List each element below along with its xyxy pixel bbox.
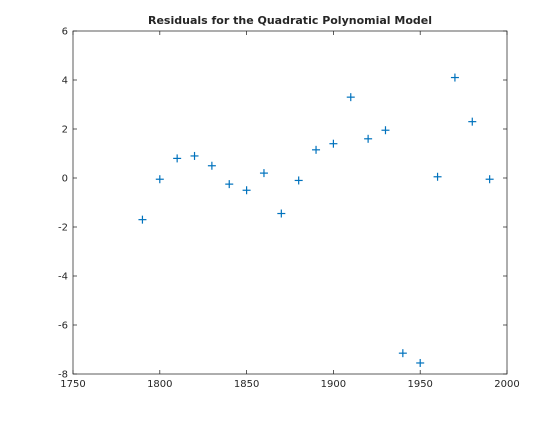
data-point [468, 117, 477, 126]
y-tick-label: 6 [62, 27, 68, 38]
data-point [155, 175, 164, 184]
x-tick-label: 1900 [321, 379, 346, 390]
x-tick-label: 1950 [407, 379, 432, 390]
data-point [346, 93, 355, 102]
data-point [312, 145, 321, 154]
data-point [242, 186, 251, 195]
data-point [207, 161, 216, 170]
x-tick-label: 2000 [494, 379, 519, 390]
y-tick-label: 4 [62, 76, 68, 87]
x-tick-label: 1850 [234, 379, 259, 390]
data-points [138, 73, 494, 367]
data-point [364, 134, 373, 143]
axes: 1750 1800 1850 1900 1950 2000 -8 -6 -4 -2 0 2 4 6 [58, 27, 520, 391]
data-point [138, 215, 147, 224]
y-tick-label: 0 [62, 174, 68, 185]
data-point [259, 169, 268, 178]
data-point [450, 73, 459, 82]
x-tick-label: 1750 [60, 379, 85, 390]
y-tick-label: -6 [58, 321, 68, 332]
data-point [190, 151, 199, 160]
data-point [485, 175, 494, 184]
data-point [416, 358, 425, 367]
data-point [381, 126, 390, 135]
data-point [329, 139, 338, 148]
y-tick-label: -4 [58, 272, 68, 283]
data-point [277, 209, 286, 218]
axes-box [72, 30, 508, 375]
y-tick-label: 2 [62, 125, 68, 136]
data-point [433, 172, 442, 181]
x-tick-label: 1800 [147, 379, 172, 390]
y-tick-label: -2 [58, 223, 68, 234]
y-tick-label: -8 [58, 370, 68, 381]
data-point [225, 180, 234, 189]
data-point [398, 349, 407, 358]
chart-title: Residuals for the Quadratic Polynomial M… [148, 14, 432, 27]
data-point [294, 176, 303, 185]
data-point [173, 154, 182, 163]
